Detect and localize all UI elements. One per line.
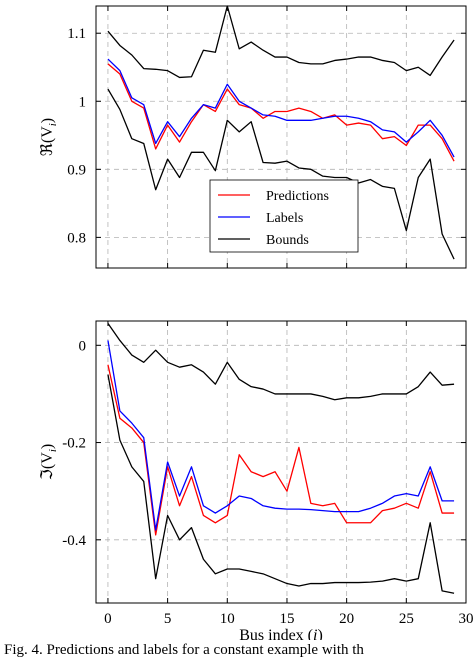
y-axis-label: ℜ(Vi) [39, 118, 59, 156]
y-axis-label: ℑ(Vi) [39, 444, 59, 480]
plot-frame [95, 320, 467, 604]
x-tick-label: 30 [459, 611, 474, 627]
y-tick-label: 0 [79, 338, 87, 354]
x-tick-label: 25 [399, 611, 414, 627]
series-bounds-line-3 [107, 88, 455, 260]
series-predictions-line-0 [107, 364, 455, 536]
x-axis-label: Bus index (i) [239, 627, 323, 640]
y-tick-label: 0.9 [67, 162, 86, 178]
y-tick-label: 1 [79, 94, 87, 110]
series-labels-line-1 [107, 58, 455, 158]
legend-label-labels: Labels [266, 211, 303, 226]
series-bounds-line-2 [107, 323, 455, 401]
figure: 0.8 0.9 1 1.1 ℜ(Vi) Predictions Labels Bounds -… [39, 5, 474, 640]
x-tick-label: 5 [164, 611, 172, 627]
y-tick-label: 1.1 [67, 26, 86, 42]
legend-label-bounds: Bounds [266, 233, 309, 248]
imaginary-part-panel: -0.4 -0.2 0 0 5 10 15 20 25 30 ℑ(Vi) Bus index (i) [39, 320, 474, 640]
series-bounds-line-3 [107, 374, 455, 594]
y-tick-label: -0.2 [62, 436, 86, 452]
series-labels-line-1 [107, 340, 455, 531]
real-part-panel: 0.8 0.9 1 1.1 ℜ(Vi) Predictions Labels Bounds [39, 5, 467, 269]
figure-caption: Fig. 4. Predictions and labels for a con… [4, 642, 364, 658]
series-predictions-line-0 [107, 63, 455, 162]
legend-label-predictions: Predictions [266, 189, 329, 204]
plot-frame [95, 5, 467, 269]
y-tick-label: -0.4 [62, 533, 86, 549]
series-bounds-line-2 [107, 5, 455, 79]
x-tick-label: 20 [339, 611, 354, 627]
x-tick-label: 10 [220, 611, 235, 627]
legend-box [209, 179, 359, 253]
y-tick-label: 0.8 [67, 230, 86, 246]
x-tick-label: 15 [279, 611, 294, 627]
x-tick-label: 0 [104, 611, 112, 627]
